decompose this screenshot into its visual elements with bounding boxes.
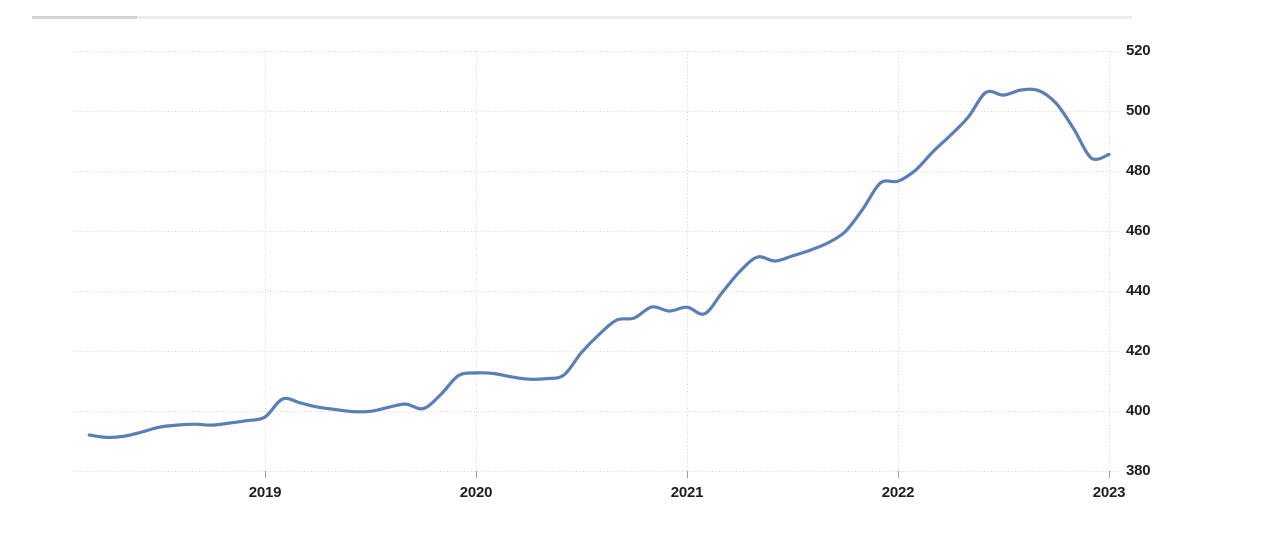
y-axis-label: 480 [1126, 162, 1151, 179]
x-axis-label: 2019 [248, 484, 282, 501]
x-axis-label: 2020 [459, 484, 493, 501]
range-scrollbar-thumb[interactable] [32, 16, 137, 19]
y-axis-label: 380 [1126, 462, 1151, 479]
y-axis-label: 520 [1126, 42, 1151, 59]
y-axis-label: 400 [1126, 402, 1151, 419]
y-axis-label: 500 [1126, 102, 1151, 119]
y-axis-label: 460 [1126, 222, 1151, 239]
x-axis-label: 2022 [881, 484, 915, 501]
series-line [87, 87, 1111, 440]
x-axis-label: 2021 [670, 484, 704, 501]
x-axis-label: 2023 [1092, 484, 1126, 501]
range-scrollbar-track[interactable] [32, 16, 1132, 19]
y-axis-label: 440 [1126, 282, 1151, 299]
y-axis-label: 420 [1126, 342, 1151, 359]
